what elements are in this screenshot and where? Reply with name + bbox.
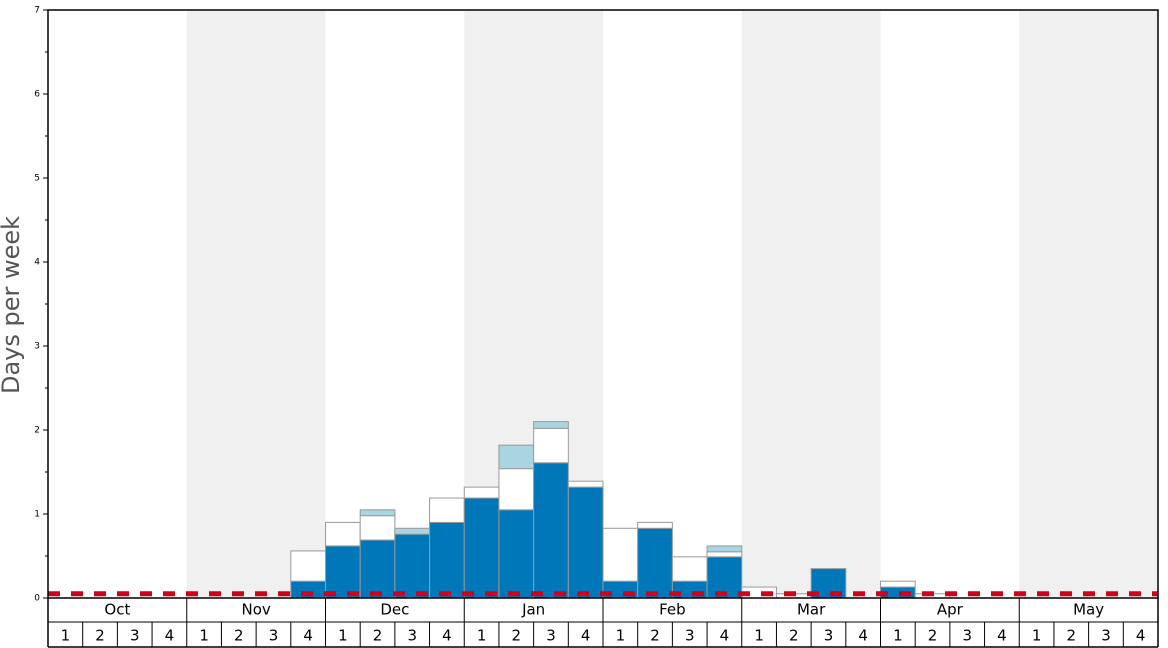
x-tick-label: 1 <box>338 627 348 645</box>
x-tick-label: 3 <box>1101 627 1111 645</box>
x-tick-label: 3 <box>962 627 972 645</box>
bar-segment <box>567 480 604 488</box>
bar-segment <box>290 550 326 582</box>
x-tick-label: 4 <box>303 627 313 645</box>
x-tick-label: 1 <box>199 627 209 645</box>
y-tick-label: 5 <box>34 174 40 184</box>
bar-segment <box>394 527 431 535</box>
x-tick-label: 2 <box>1067 627 1077 645</box>
bar-segment <box>463 497 500 599</box>
month-label: Apr <box>937 601 964 619</box>
x-tick-label: 4 <box>442 627 452 645</box>
month-label: May <box>1073 601 1104 619</box>
x-tick-label: 4 <box>720 627 730 645</box>
bar-segment <box>706 551 743 558</box>
x-tick-label: 1 <box>1032 627 1042 645</box>
y-tick-label: 2 <box>34 426 40 436</box>
x-tick-label: 1 <box>477 627 487 645</box>
x-tick-label: 2 <box>95 627 105 645</box>
x-tick-label: 2 <box>928 627 938 645</box>
month-label: Mar <box>797 601 826 619</box>
x-tick-label: 4 <box>997 627 1007 645</box>
x-tick-label: 3 <box>407 627 417 645</box>
x-tick-label: 3 <box>824 627 834 645</box>
bar-segment <box>880 580 916 588</box>
bar-segment <box>429 521 465 599</box>
x-tick-label: 1 <box>61 627 71 645</box>
bar-segment <box>325 545 361 599</box>
y-axis-label: Days per week <box>0 216 25 394</box>
bar-segment <box>533 462 569 599</box>
x-tick-label: 2 <box>789 627 799 645</box>
month-label: Oct <box>104 601 130 619</box>
bar-segment <box>637 527 673 599</box>
bar-segment <box>533 421 569 429</box>
y-tick-label: 1 <box>34 510 40 520</box>
month-label: Feb <box>659 601 686 619</box>
month-label: Dec <box>380 601 409 619</box>
bar-segment <box>498 444 535 470</box>
x-tick-label: 4 <box>165 627 175 645</box>
month-label: Nov <box>241 601 270 619</box>
x-tick-label: 1 <box>754 627 764 645</box>
x-tick-label: 3 <box>130 627 140 645</box>
bar-segment <box>637 521 673 529</box>
x-tick-label: 4 <box>581 627 591 645</box>
x-tick-label: 2 <box>234 627 244 645</box>
x-tick-label: 3 <box>269 627 279 645</box>
y-tick-label: 3 <box>34 342 40 352</box>
month-shade <box>1019 10 1158 598</box>
month-shade <box>741 10 881 598</box>
bar-segment <box>498 509 535 599</box>
bar-segment <box>359 515 396 541</box>
bar-segment <box>359 539 396 599</box>
x-tick-label: 3 <box>546 627 556 645</box>
bar-segment <box>602 527 639 582</box>
y-tick-label: 7 <box>34 6 40 16</box>
bar-segment <box>498 468 535 511</box>
x-tick-label: 2 <box>512 627 522 645</box>
bar-segment <box>567 486 604 599</box>
bar-segment <box>671 556 708 582</box>
x-tick-label: 2 <box>650 627 660 645</box>
x-tick-label: 4 <box>1136 627 1146 645</box>
bar-segment <box>463 486 500 499</box>
x-tick-label: 1 <box>616 627 626 645</box>
x-tick-label: 4 <box>858 627 868 645</box>
bar-segment <box>325 521 361 547</box>
bar-segment <box>706 556 743 599</box>
bar-segment <box>533 427 569 464</box>
bar-segment <box>394 533 431 599</box>
y-tick-label: 4 <box>34 258 40 268</box>
x-tick-label: 2 <box>373 627 383 645</box>
bar-segment <box>359 509 396 517</box>
y-tick-label: 0 <box>34 594 40 604</box>
month-label: Jan <box>521 601 545 619</box>
y-tick-label: 6 <box>34 90 40 100</box>
month-shade <box>186 10 326 598</box>
bar-segment <box>429 497 465 523</box>
x-tick-label: 1 <box>893 627 903 645</box>
bar-segment <box>706 545 743 553</box>
x-tick-label: 3 <box>685 627 695 645</box>
